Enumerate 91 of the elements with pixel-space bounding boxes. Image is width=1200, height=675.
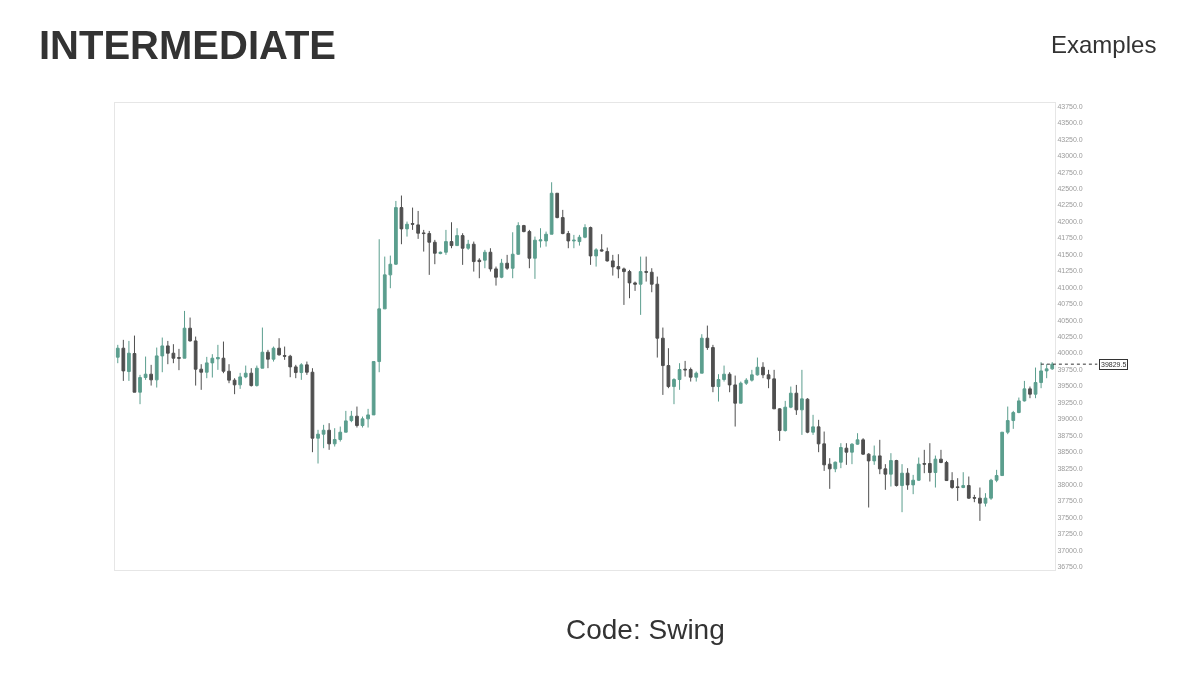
- candlestick: [978, 487, 982, 522]
- candlestick: [638, 256, 643, 316]
- candlestick: [794, 384, 799, 416]
- candlestick: [449, 221, 454, 249]
- candlestick: [466, 239, 471, 251]
- candlestick: [833, 461, 838, 473]
- text: Code: Swing: [566, 614, 725, 645]
- candlestick: [127, 340, 131, 382]
- candlestick: [900, 463, 904, 513]
- candlestick: [405, 221, 409, 238]
- candlestick: [844, 442, 849, 466]
- candlestick: [961, 471, 966, 489]
- candlestick: [861, 437, 865, 456]
- candlestick: [499, 258, 504, 279]
- candlestick: [555, 192, 560, 219]
- candlestick: [594, 247, 598, 268]
- candlestick: [911, 474, 916, 495]
- candlestick: [143, 356, 148, 381]
- candlestick: [688, 367, 693, 383]
- candlestick: [271, 346, 276, 363]
- candlestick: [177, 348, 181, 371]
- candlestick: [788, 386, 793, 409]
- candlestick: [855, 432, 860, 446]
- candlestick: [243, 365, 248, 379]
- candlestick: [955, 477, 960, 502]
- chart-subtitle: Examples: [1051, 31, 1157, 58]
- candlestick: [394, 200, 398, 266]
- candlestick: [777, 407, 782, 442]
- candlestick: [232, 377, 237, 395]
- candlestick: [677, 362, 682, 391]
- candlestick: [138, 374, 142, 405]
- candlestick: [761, 361, 765, 379]
- candlestick: [488, 247, 493, 273]
- candlestick: [699, 333, 704, 374]
- candlestick: [866, 452, 871, 509]
- candlestick: [811, 414, 815, 436]
- candlestick: [889, 452, 893, 488]
- candlestick: [783, 400, 788, 433]
- candlestick: [277, 337, 281, 357]
- candlestick: [238, 372, 243, 390]
- candlestick: [549, 181, 554, 235]
- candlestick: [321, 424, 326, 449]
- candlestick: [327, 422, 331, 451]
- candlestick: [800, 369, 804, 436]
- candlestick: [444, 229, 448, 256]
- candlestick: [916, 457, 921, 482]
- candlestick: [939, 449, 943, 464]
- candlestick: [293, 364, 298, 379]
- candlestick: [483, 249, 487, 269]
- candlestick: [850, 442, 854, 465]
- candlestick: [249, 367, 254, 388]
- candlestick: [839, 442, 843, 469]
- candlestick: [922, 449, 927, 474]
- candlestick: [711, 344, 715, 393]
- candlestick: [216, 344, 220, 371]
- candlestick: [683, 360, 687, 378]
- candlestick: [583, 223, 587, 239]
- candlestick: [266, 349, 270, 369]
- candlestick: [989, 478, 993, 501]
- candlestick: [455, 227, 459, 247]
- candlestick: [644, 256, 649, 283]
- candlestick: [805, 397, 810, 434]
- candlestick: [827, 457, 832, 490]
- candlestick: [872, 445, 877, 466]
- candlestick: [132, 335, 137, 393]
- candlestick: [672, 377, 676, 405]
- candlestick: [588, 226, 593, 266]
- candlestick: [221, 341, 226, 374]
- candlestick: [927, 442, 932, 483]
- candlestick: [316, 429, 320, 465]
- candlestick: [399, 195, 404, 245]
- candlestick: [188, 317, 192, 343]
- candlestick: [933, 455, 938, 489]
- candlestick: [894, 459, 899, 488]
- candlestick: [694, 371, 699, 383]
- chart-title: INTERMEDIATE: [39, 23, 337, 67]
- candlestick: [432, 239, 437, 265]
- candlestick: [460, 232, 465, 266]
- candlestick: [905, 467, 910, 491]
- candlestick: [355, 406, 359, 429]
- candlestick: [494, 266, 498, 287]
- candlestick: [299, 362, 304, 381]
- candlestick: [121, 339, 126, 382]
- candlestick: [705, 325, 710, 351]
- candlestick: [505, 254, 509, 271]
- candlestick: [115, 344, 120, 364]
- candlestick: [1028, 386, 1032, 399]
- candlestick: [227, 363, 231, 384]
- candlestick: [149, 364, 154, 387]
- candlestick: [983, 492, 988, 508]
- candlestick: [182, 310, 187, 359]
